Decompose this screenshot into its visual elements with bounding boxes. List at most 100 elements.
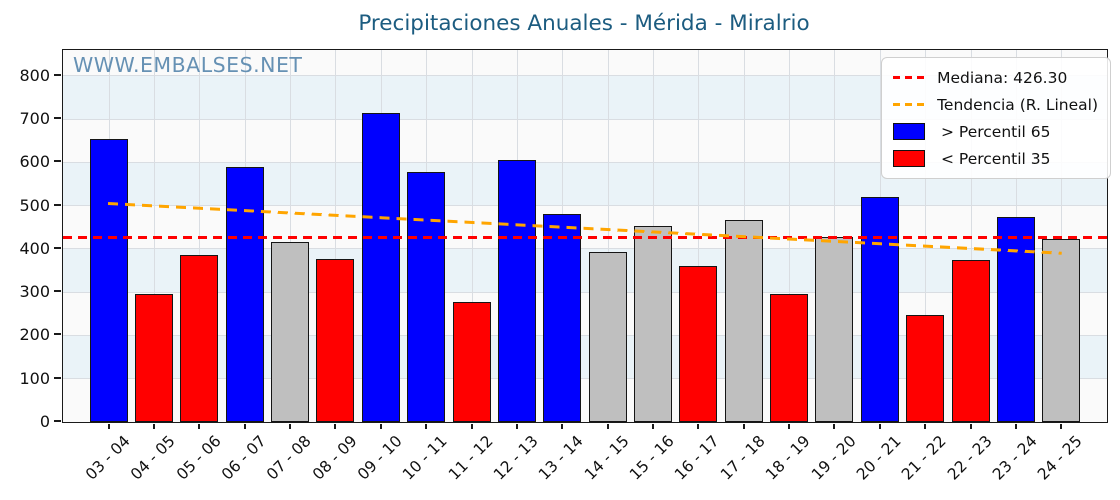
median-line — [63, 236, 1107, 240]
y-tick-mark — [54, 203, 61, 206]
y-tick-mark — [54, 376, 61, 379]
y-tick-label: 100 — [19, 368, 50, 388]
x-tick-label: 20 - 21 — [852, 432, 905, 484]
bar-slot: 05 - 06 — [173, 50, 224, 484]
x-tick-label: 10 - 11 — [399, 432, 451, 484]
gridline-v — [834, 50, 836, 422]
bar-04-05 — [135, 293, 174, 422]
y-tick-mark — [54, 333, 61, 336]
x-tick-mark — [515, 423, 518, 429]
x-tick-mark — [606, 423, 609, 429]
y-tick-label: 400 — [19, 238, 50, 258]
bar-06-07 — [225, 166, 264, 422]
y-tick-mark — [54, 290, 61, 293]
bar-05-06 — [180, 254, 219, 422]
gridline-v — [154, 50, 156, 422]
gridline-v — [199, 50, 201, 422]
x-tick-mark — [425, 423, 428, 429]
x-tick-label: 08 - 09 — [308, 432, 361, 484]
bar-slot: 10 - 11 — [399, 50, 451, 484]
gridline-v — [335, 50, 337, 422]
bar-03-04 — [89, 138, 128, 422]
x-tick-label: 03 - 04 — [81, 432, 134, 484]
bar-slot: 19 - 20 — [808, 50, 859, 484]
x-tick-mark — [561, 423, 564, 429]
x-tick-mark — [289, 423, 292, 429]
bar-slot: 15 - 16 — [626, 50, 678, 484]
y-tick-mark — [54, 420, 61, 422]
bar-slot: 07 - 08 — [263, 50, 315, 484]
x-tick-mark — [1014, 423, 1017, 429]
bar-22-23 — [951, 259, 990, 422]
gridline-v — [698, 50, 700, 422]
bar-16-17 — [679, 266, 718, 422]
x-tick-mark — [334, 423, 337, 429]
x-tick-label: 11 - 12 — [444, 432, 497, 484]
x-tick-mark — [924, 423, 927, 429]
y-tick-mark — [54, 73, 61, 76]
y-tick-label: 600 — [19, 152, 50, 172]
bar-14-15 — [588, 252, 627, 422]
gridline-h — [63, 291, 1107, 293]
x-tick-label: 15 - 16 — [626, 432, 678, 484]
gridline-v — [1061, 50, 1063, 422]
x-tick-label: 06 - 07 — [217, 432, 270, 484]
legend: Mediana: 426.30 Tendencia (R. Lineal) > P… — [881, 57, 1111, 179]
bar-slot: 22 - 23 — [944, 50, 995, 484]
legend-item-p65: > Percentil 65 — [893, 121, 1098, 142]
bar-slot: 21 - 22 — [898, 50, 950, 484]
x-tick-label: 17 - 18 — [716, 432, 769, 484]
y-tick-label: 300 — [19, 282, 50, 302]
gridline-h — [63, 161, 1107, 163]
gridline-h — [63, 118, 1107, 120]
gridline-h — [63, 378, 1107, 380]
x-tick-mark — [742, 423, 745, 429]
x-tick-mark — [1060, 423, 1063, 429]
gridline-v — [290, 50, 292, 422]
bar-slot: 20 - 21 — [853, 50, 905, 484]
x-tick-label: 12 - 13 — [490, 432, 542, 484]
x-tick-label: 16 - 17 — [671, 432, 724, 484]
gridline-h — [63, 205, 1107, 207]
bar-slot: 18 - 19 — [762, 50, 814, 484]
bar-12-13 — [497, 160, 536, 422]
legend-item-trend: Tendencia (R. Lineal) — [893, 94, 1098, 115]
x-tick-mark — [107, 423, 110, 429]
bar-24-25 — [1042, 238, 1081, 422]
gridline-v — [607, 50, 609, 422]
chart-title: Precipitaciones Anuales - Mérida - Miral… — [358, 11, 810, 36]
bar-17-18 — [724, 219, 763, 422]
bar-slot: 12 - 13 — [490, 50, 542, 484]
x-tick-mark — [697, 423, 700, 429]
bar-slot: 03 - 04 — [82, 50, 133, 484]
bar-19-20 — [815, 237, 854, 422]
x-tick-mark — [153, 423, 156, 429]
bar-20-21 — [860, 196, 899, 422]
x-tick-label: 05 - 06 — [172, 432, 225, 484]
x-tick-mark — [833, 423, 836, 429]
bar-09-10 — [361, 112, 400, 422]
plot-area: 03 - 04 04 - 05 05 - 06 06 - 07 07 - 08 08 - … — [62, 49, 1111, 484]
x-tick-label: 04 - 05 — [127, 432, 179, 484]
y-tick-mark — [54, 246, 61, 249]
legend-item-p35: < Percentil 35 — [893, 148, 1098, 169]
x-tick-mark — [788, 423, 791, 429]
x-tick-label: 22 - 23 — [943, 432, 996, 484]
y-tick-label: 800 — [19, 65, 50, 85]
x-tick-label: 19 - 20 — [807, 432, 860, 484]
x-tick-label: 24 - 25 — [1034, 432, 1086, 484]
legend-label-trend: Tendencia (R. Lineal) — [937, 95, 1098, 114]
y-tick-mark — [54, 117, 61, 120]
x-tick-label: 21 - 22 — [898, 432, 950, 484]
bar-15-16 — [633, 226, 672, 422]
bar-11-12 — [452, 302, 491, 422]
x-tick-mark — [198, 423, 201, 429]
legend-label-p65: > Percentil 65 — [936, 122, 1051, 141]
legend-label-median: Mediana: 426.30 — [937, 68, 1068, 87]
legend-item-median: Mediana: 426.30 — [893, 67, 1098, 88]
bar-slot: 04 - 05 — [127, 50, 179, 484]
gridline-h — [63, 334, 1107, 336]
y-tick-label: 700 — [19, 109, 50, 129]
x-tick-label: 18 - 19 — [762, 432, 814, 484]
